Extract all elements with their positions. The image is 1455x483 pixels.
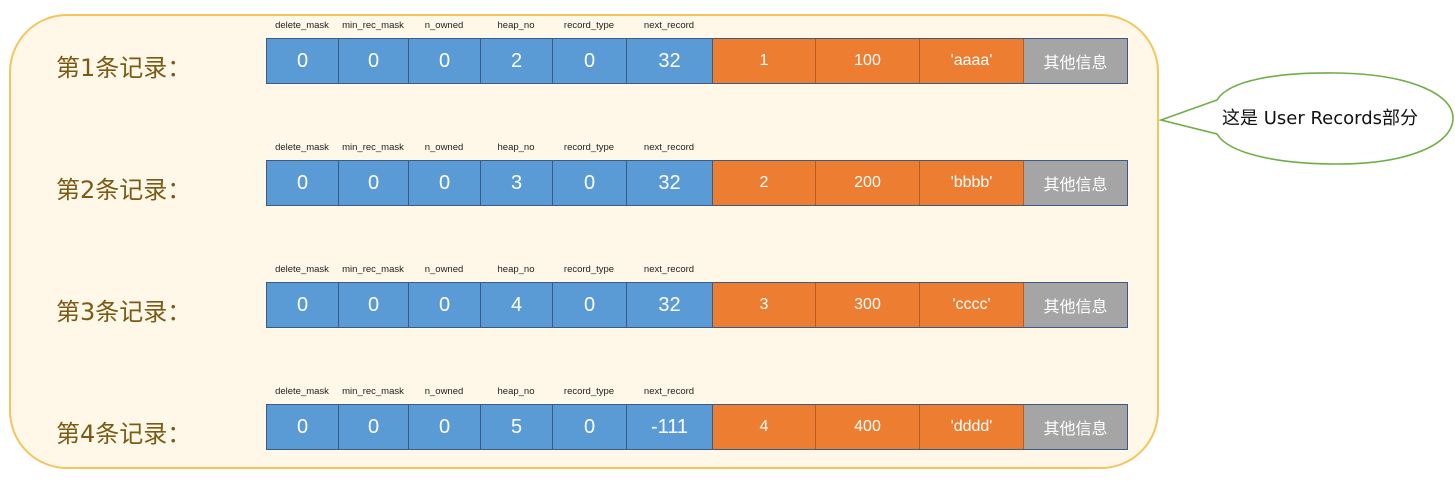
column-value-cell: 'aaaa' xyxy=(920,39,1024,83)
record-row: 第1条记录： delete_mask min_rec_mask n_owned heap… xyxy=(0,18,1455,88)
field-header-heap-no: heap_no xyxy=(497,142,535,153)
user-records-callout xyxy=(1159,72,1454,165)
field-header-next-record: next_record xyxy=(643,20,695,31)
record-cells: 0 0 0 2 0 32 1 100'aaaa' 其他信息 xyxy=(266,38,1128,84)
header-cell-next-record: 32 xyxy=(627,161,713,205)
user-records-container xyxy=(9,14,1159,469)
record-row: 第2条记录： delete_mask min_rec_mask n_owned heap… xyxy=(0,140,1455,210)
field-header-delete-mask: delete_mask xyxy=(275,264,329,275)
field-header-next-record: next_record xyxy=(643,142,695,153)
field-header-delete-mask: delete_mask xyxy=(275,20,329,31)
field-header-n-owned: n_owned xyxy=(424,142,464,153)
header-cell-record-type: 0 xyxy=(553,39,627,83)
record-cells: 0 0 0 3 0 32 2 200'bbbb' 其他信息 xyxy=(266,160,1128,206)
header-cell-next-record: 32 xyxy=(627,39,713,83)
field-header-n-owned: n_owned xyxy=(424,264,464,275)
column-value-cell: 'dddd' xyxy=(920,405,1024,449)
field-header-heap-no: heap_no xyxy=(497,386,535,397)
column-value-cell: 'cccc' xyxy=(920,283,1024,327)
header-cell-min-rec-mask: 0 xyxy=(339,405,409,449)
field-header-record-type: record_type xyxy=(563,142,615,153)
record-row: 第3条记录： delete_mask min_rec_mask n_owned heap… xyxy=(0,262,1455,332)
header-cell-next-record: -111 xyxy=(627,405,713,449)
field-header-n-owned: n_owned xyxy=(424,20,464,31)
column-value-cell: 'bbbb' xyxy=(920,161,1024,205)
field-header-record-type: record_type xyxy=(563,386,615,397)
field-header-record-type: record_type xyxy=(563,20,615,31)
header-cell-delete-mask: 0 xyxy=(267,405,339,449)
field-header-min-rec-mask: min_rec_mask xyxy=(342,264,404,275)
callout-label: 这是 User Records部分 xyxy=(1222,108,1419,129)
header-cell-record-type: 0 xyxy=(553,405,627,449)
header-cell-min-rec-mask: 0 xyxy=(339,283,409,327)
record-cells: 0 0 0 4 0 32 3 300'cccc' 其他信息 xyxy=(266,282,1128,328)
column-value-cell: 4 xyxy=(713,405,816,449)
column-value-cell: 3 xyxy=(713,283,816,327)
column-value-cell: 2 xyxy=(713,161,816,205)
field-header-next-record: next_record xyxy=(643,386,695,397)
field-header-n-owned: n_owned xyxy=(424,386,464,397)
column-value-cell: 300 xyxy=(816,283,920,327)
header-cell-delete-mask: 0 xyxy=(267,39,339,83)
other-info-cell: 其他信息 xyxy=(1024,283,1127,327)
record-cells: 0 0 0 5 0 -111 4 400'dddd' 其他信息 xyxy=(266,404,1128,450)
header-cell-heap-no: 5 xyxy=(481,405,553,449)
field-header-min-rec-mask: min_rec_mask xyxy=(342,20,404,31)
column-value-cell: 1 xyxy=(713,39,816,83)
other-info-cell: 其他信息 xyxy=(1024,161,1127,205)
column-value-cell: 200 xyxy=(816,161,920,205)
header-cell-heap-no: 2 xyxy=(481,39,553,83)
other-info-cell: 其他信息 xyxy=(1024,405,1127,449)
header-cell-min-rec-mask: 0 xyxy=(339,161,409,205)
other-info-cell: 其他信息 xyxy=(1024,39,1127,83)
field-header-min-rec-mask: min_rec_mask xyxy=(342,386,404,397)
field-header-heap-no: heap_no xyxy=(497,264,535,275)
header-cell-delete-mask: 0 xyxy=(267,161,339,205)
header-cell-record-type: 0 xyxy=(553,161,627,205)
column-value-cell: 100 xyxy=(816,39,920,83)
field-header-delete-mask: delete_mask xyxy=(275,142,329,153)
field-header-record-type: record_type xyxy=(563,264,615,275)
record-label: 第4条记录： xyxy=(56,420,192,448)
field-header-next-record: next_record xyxy=(643,264,695,275)
field-header-heap-no: heap_no xyxy=(497,20,535,31)
record-label: 第3条记录： xyxy=(56,298,192,326)
header-cell-min-rec-mask: 0 xyxy=(339,39,409,83)
header-cell-record-type: 0 xyxy=(553,283,627,327)
record-label: 第2条记录： xyxy=(56,176,192,204)
header-cell-heap-no: 3 xyxy=(481,161,553,205)
header-cell-n-owned: 0 xyxy=(409,283,481,327)
field-header-delete-mask: delete_mask xyxy=(275,386,329,397)
record-row: 第4条记录： delete_mask min_rec_mask n_owned heap… xyxy=(0,384,1455,454)
column-value-cell: 400 xyxy=(816,405,920,449)
record-label: 第1条记录： xyxy=(56,54,192,82)
header-cell-heap-no: 4 xyxy=(481,283,553,327)
header-cell-n-owned: 0 xyxy=(409,405,481,449)
header-cell-delete-mask: 0 xyxy=(267,283,339,327)
header-cell-next-record: 32 xyxy=(627,283,713,327)
header-cell-n-owned: 0 xyxy=(409,161,481,205)
field-header-min-rec-mask: min_rec_mask xyxy=(342,142,404,153)
header-cell-n-owned: 0 xyxy=(409,39,481,83)
